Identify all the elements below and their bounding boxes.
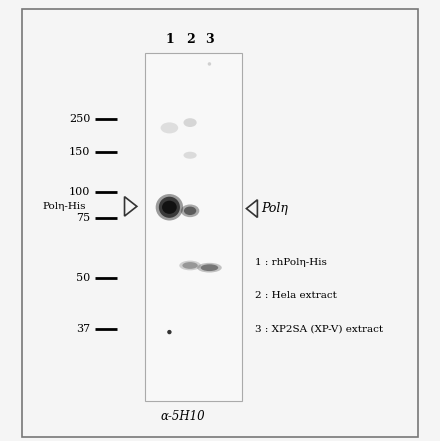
Ellipse shape	[161, 123, 178, 134]
Text: 1 : rhPolη-His: 1 : rhPolη-His	[255, 258, 327, 267]
FancyBboxPatch shape	[145, 53, 242, 401]
Text: 37: 37	[76, 324, 90, 333]
Text: 2: 2	[186, 34, 194, 46]
Text: 1: 1	[165, 34, 174, 46]
Text: 3: 3	[205, 34, 214, 46]
Text: Polη: Polη	[261, 202, 288, 215]
Ellipse shape	[156, 194, 183, 220]
Ellipse shape	[179, 261, 201, 270]
Text: 250: 250	[69, 114, 90, 124]
Ellipse shape	[184, 206, 196, 215]
Ellipse shape	[208, 62, 211, 66]
Ellipse shape	[197, 263, 222, 273]
Ellipse shape	[183, 118, 197, 127]
Ellipse shape	[181, 205, 199, 217]
Text: 3 : XP2SA (XP-V) extract: 3 : XP2SA (XP-V) extract	[255, 324, 383, 333]
Ellipse shape	[182, 262, 198, 269]
Ellipse shape	[167, 330, 172, 334]
Text: 75: 75	[76, 213, 90, 223]
Ellipse shape	[159, 197, 180, 218]
Ellipse shape	[201, 264, 218, 271]
Text: 100: 100	[69, 187, 90, 197]
Text: 150: 150	[69, 147, 90, 157]
Text: 50: 50	[76, 273, 90, 283]
Text: α-5H10: α-5H10	[160, 411, 205, 423]
Ellipse shape	[162, 201, 177, 214]
Text: Polη-His: Polη-His	[42, 202, 86, 211]
Ellipse shape	[183, 152, 197, 159]
Text: 2 : Hela extract: 2 : Hela extract	[255, 291, 337, 300]
